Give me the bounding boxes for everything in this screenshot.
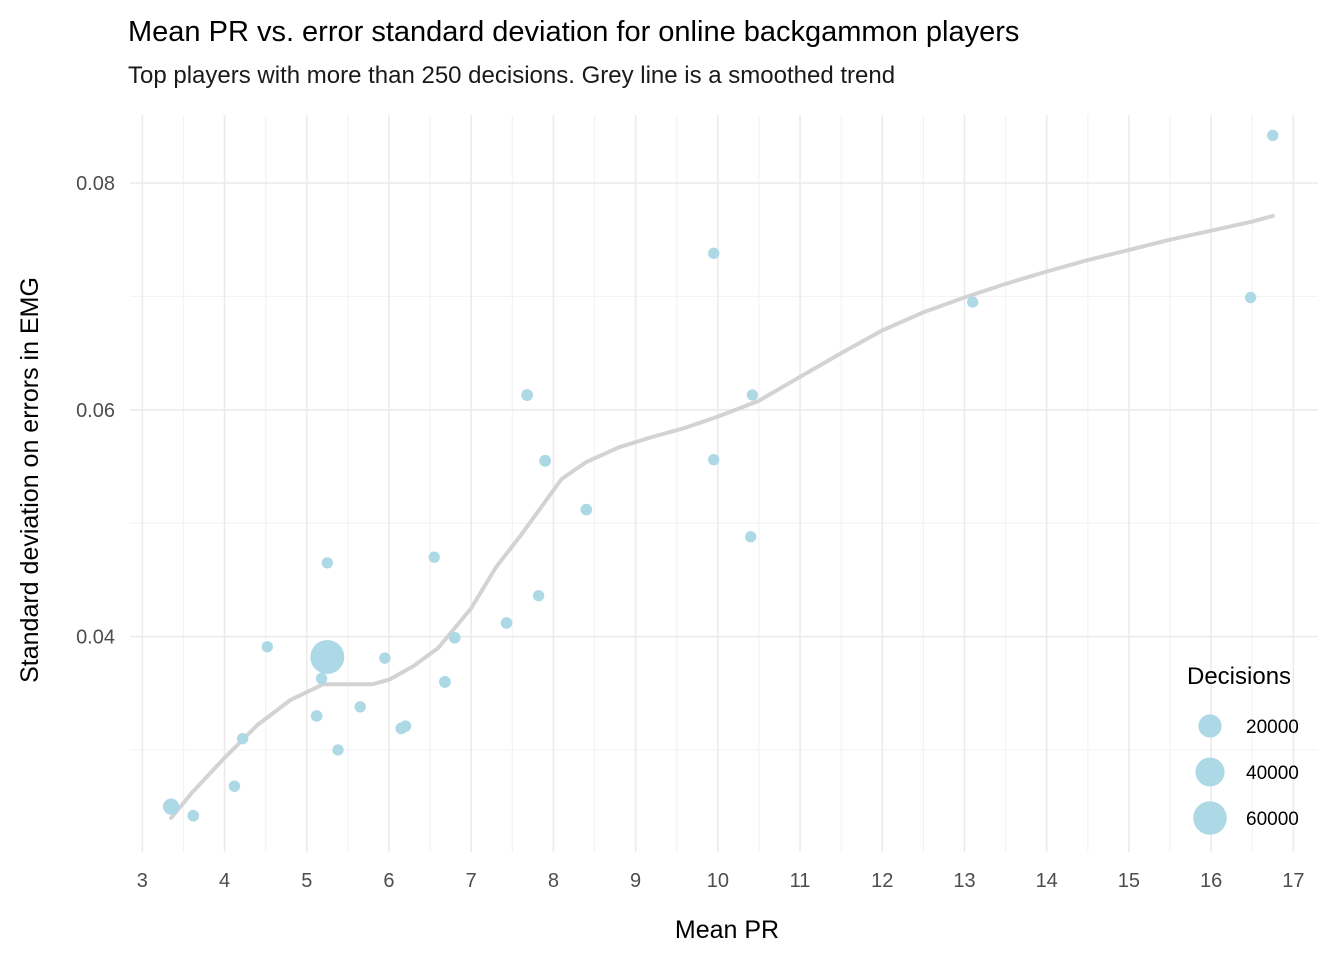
data-point [261,641,273,653]
major-gridlines [130,115,1318,852]
data-point [1267,129,1279,142]
data-point [315,672,328,685]
data-point [354,701,366,713]
data-point [236,732,249,745]
data-point [521,389,534,401]
x-tick-label: 17 [1282,870,1304,892]
legend-key [1195,757,1225,787]
data-point [321,557,333,569]
y-tick-label: 0.06 [76,400,115,422]
x-tick-label: 6 [383,870,394,892]
data-point [500,617,513,629]
data-point [438,676,451,688]
data-point [745,531,757,543]
x-tick-label: 3 [137,870,148,892]
x-tick-label: 13 [953,870,975,892]
y-axis-title: Standard deviation on errors in EMG [16,277,44,683]
data-point [708,454,720,466]
x-tick-label: 11 [790,870,811,892]
y-axis-ticks: 0.04 0.06 0.08 [76,173,115,649]
data-point [379,652,391,664]
x-tick-label: 12 [871,870,893,892]
data-point [539,454,552,467]
data-point [310,639,345,674]
y-tick-label: 0.08 [76,173,115,195]
smoothed-trend-line [169,213,1275,820]
data-point [1244,291,1257,304]
x-axis-ticks: 3 4 5 6 7 8 9 10 11 12 13 14 15 16 17 [137,870,1305,892]
data-point [746,389,758,401]
legend-label: 40000 [1246,763,1299,784]
data-point [580,503,593,516]
minor-gridlines [130,115,1318,852]
data-point [708,247,720,260]
x-tick-label: 9 [630,870,641,892]
x-tick-label: 5 [301,870,312,892]
legend-key [1198,714,1222,738]
data-point [187,809,200,822]
data-point [448,631,461,644]
legend-label: 60000 [1246,809,1299,830]
data-point [162,798,180,815]
x-tick-label: 10 [707,870,729,892]
x-tick-label: 15 [1118,870,1140,892]
data-point [428,551,440,563]
data-points [162,129,1279,822]
x-tick-label: 14 [1036,870,1058,892]
chart-subtitle: Top players with more than 250 decisions… [128,62,895,89]
x-tick-label: 16 [1200,870,1222,892]
x-tick-label: 4 [219,870,230,892]
x-tick-label: 8 [548,870,559,892]
y-tick-label: 0.04 [76,627,115,649]
data-point [228,780,241,792]
x-tick-label: 7 [466,870,477,892]
legend: Decisions 20000 40000 60000 [1187,663,1299,835]
legend-title: Decisions [1187,663,1291,690]
data-point [399,720,412,732]
legend-key [1193,801,1227,835]
data-point [967,296,979,308]
x-axis-title: Mean PR [675,916,779,944]
legend-label: 20000 [1246,717,1299,738]
data-point [332,744,344,756]
data-point [310,710,323,722]
chart-title: Mean PR vs. error standard deviation for… [128,16,1019,48]
data-point [532,590,545,602]
